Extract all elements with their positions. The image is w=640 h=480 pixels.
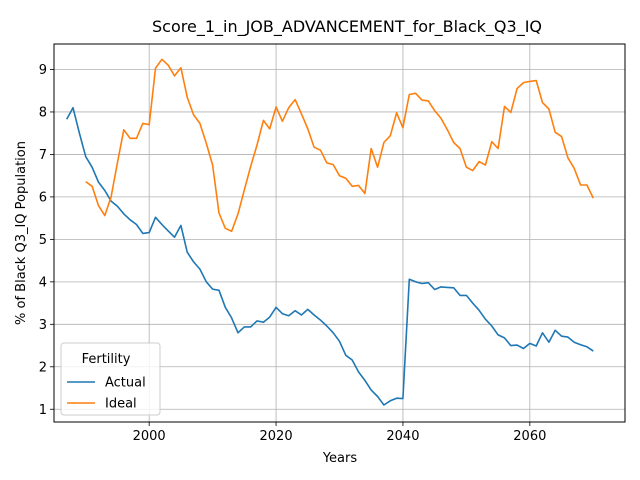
y-tick-label: 3 [39, 318, 47, 333]
y-tick-label: 6 [39, 190, 47, 205]
x-tick-label: 2000 [133, 429, 166, 444]
x-axis-ticks: 2000 2020 2040 2060 [133, 422, 546, 444]
legend-label-actual: Actual [105, 376, 146, 391]
grid-lines [54, 44, 625, 422]
y-tick-label: 1 [39, 403, 47, 418]
x-axis-title: Years [322, 451, 358, 466]
y-tick-label: 9 [39, 63, 47, 78]
series-line-ideal [85, 58, 595, 233]
y-tick-label: 4 [39, 275, 47, 290]
legend-box [60, 342, 161, 416]
legend: Fertility Actual Ideal [60, 342, 161, 416]
series-lines [65, 58, 595, 406]
plot-frame [53, 43, 626, 423]
x-tick-label: 2020 [260, 429, 293, 444]
y-tick-label: 7 [39, 148, 47, 163]
series-line-actual [65, 106, 594, 406]
y-axis-ticks: 1 2 3 4 5 6 7 8 9 [39, 63, 54, 418]
y-tick-label: 5 [39, 233, 47, 248]
chart-title: Score_1_in_JOB_ADVANCEMENT_for_Black_Q3_… [152, 17, 542, 37]
y-axis-title: % of Black Q3_IQ Population [14, 141, 29, 325]
y-tick-label: 8 [39, 105, 47, 120]
legend-title: Fertility [82, 352, 131, 367]
y-tick-label: 2 [39, 360, 47, 375]
x-tick-label: 2040 [386, 429, 419, 444]
x-tick-label: 2060 [513, 429, 546, 444]
legend-label-ideal: Ideal [105, 397, 137, 412]
